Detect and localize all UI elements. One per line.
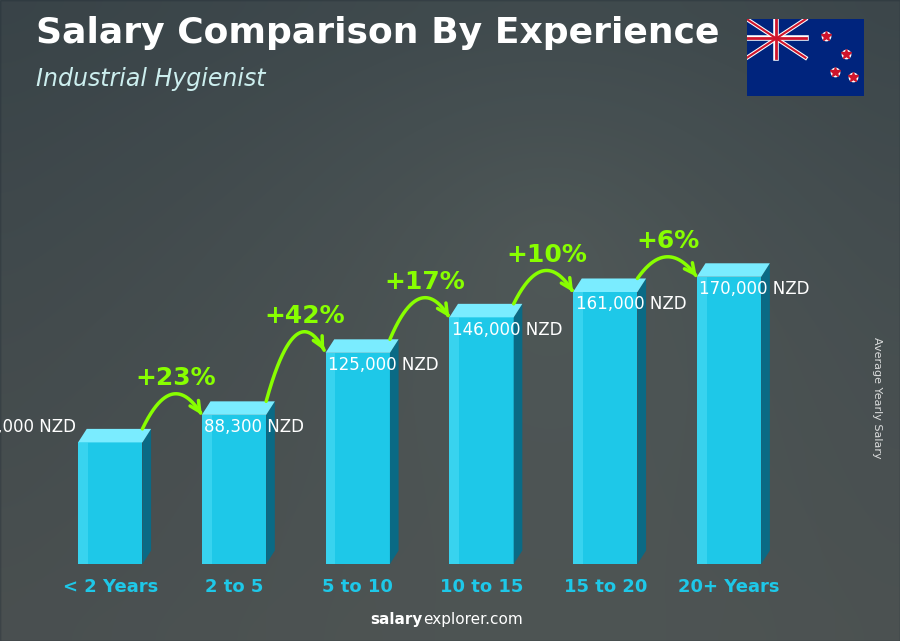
Text: +10%: +10% xyxy=(506,243,587,267)
Polygon shape xyxy=(390,339,399,564)
Text: 88,300 NZD: 88,300 NZD xyxy=(204,418,304,437)
Text: Industrial Hygienist: Industrial Hygienist xyxy=(36,67,266,91)
Polygon shape xyxy=(697,277,761,564)
Polygon shape xyxy=(78,429,151,442)
Polygon shape xyxy=(637,278,646,564)
Polygon shape xyxy=(202,415,266,564)
Polygon shape xyxy=(449,317,459,564)
Text: +42%: +42% xyxy=(264,304,345,328)
Polygon shape xyxy=(202,401,274,415)
Text: +6%: +6% xyxy=(636,229,699,253)
Polygon shape xyxy=(573,292,637,564)
Polygon shape xyxy=(697,263,770,277)
Polygon shape xyxy=(697,277,706,564)
Text: 72,000 NZD: 72,000 NZD xyxy=(0,418,76,436)
Polygon shape xyxy=(326,339,399,353)
Polygon shape xyxy=(142,429,151,564)
Text: 125,000 NZD: 125,000 NZD xyxy=(328,356,438,374)
Text: 170,000 NZD: 170,000 NZD xyxy=(699,280,810,298)
Text: 161,000 NZD: 161,000 NZD xyxy=(576,296,686,313)
Polygon shape xyxy=(326,353,336,564)
Polygon shape xyxy=(761,263,770,564)
Polygon shape xyxy=(449,304,522,317)
Polygon shape xyxy=(747,19,864,96)
Polygon shape xyxy=(573,278,646,292)
Polygon shape xyxy=(326,353,390,564)
Polygon shape xyxy=(449,317,514,564)
Text: +17%: +17% xyxy=(385,271,465,294)
Text: salary: salary xyxy=(371,612,423,627)
Polygon shape xyxy=(514,304,522,564)
Polygon shape xyxy=(266,401,274,564)
Text: explorer.com: explorer.com xyxy=(423,612,523,627)
Polygon shape xyxy=(78,442,142,564)
Polygon shape xyxy=(573,292,583,564)
Text: +23%: +23% xyxy=(136,367,216,390)
Text: Salary Comparison By Experience: Salary Comparison By Experience xyxy=(36,16,719,50)
Text: Average Yearly Salary: Average Yearly Salary xyxy=(872,337,883,458)
Polygon shape xyxy=(202,415,211,564)
Polygon shape xyxy=(78,442,88,564)
Text: 146,000 NZD: 146,000 NZD xyxy=(452,320,562,338)
